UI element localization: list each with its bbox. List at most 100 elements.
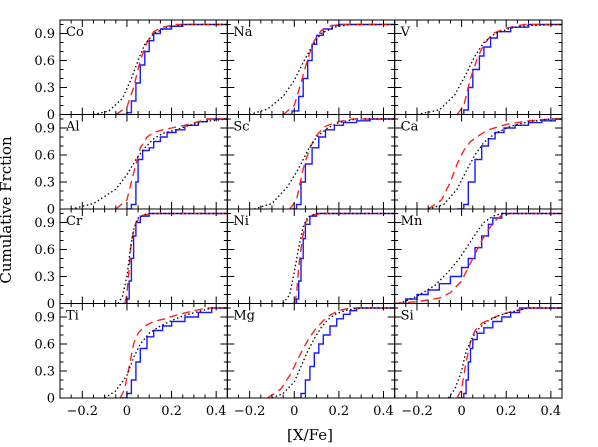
red-cdf-line [394, 212, 562, 304]
black-cdf-line [104, 307, 228, 398]
panel-al: Al 0 0.3 0.6 0.9 [34, 114, 228, 218]
y-tick-label: 0.3 [34, 176, 55, 191]
series-group [71, 118, 228, 209]
black-cdf-line [249, 23, 395, 115]
black-cdf-line [93, 23, 228, 115]
x-tick-label: −0.2 [401, 404, 433, 419]
series-group [267, 307, 395, 398]
series-group [104, 307, 228, 398]
blue-cdf-line [457, 307, 562, 398]
x-tick-label: 0.2 [496, 404, 517, 419]
black-cdf-line [416, 23, 562, 115]
panel-frame [59, 208, 228, 304]
y-tick-label: 0 [47, 392, 55, 407]
panel-cr: Cr 0 0.3 0.6 0.9 [34, 208, 228, 312]
y-tick-label: 0.6 [34, 243, 55, 258]
x-tick-labels: −0.2 0 0.2 0.4 −0.2 0 0.2 0.4 −0.2 0 0.2 0.4 [67, 404, 562, 419]
panel-co: Co 0 0.3 0.6 0.9 [34, 19, 228, 123]
y-tick-label: 0.9 [34, 27, 55, 42]
x-axis-title: [X/Fe] [287, 426, 333, 444]
x-tick-label: 0.4 [541, 404, 562, 419]
blue-cdf-line [289, 118, 395, 209]
black-cdf-line [117, 212, 228, 304]
red-cdf-line [119, 307, 228, 398]
series-group [447, 307, 562, 398]
series-group [93, 23, 228, 115]
panel-ti: Ti 0 0.3 0.6 0.9 [34, 303, 228, 407]
panel-si: Si [394, 303, 563, 399]
x-tick-label: 0.2 [161, 404, 182, 419]
series-group [427, 118, 562, 209]
series-group [253, 118, 395, 209]
blue-cdf-line [120, 307, 228, 398]
panels-group: Co 0 0.3 0.6 0.9 Na V Al 0 0.3 0.6 0.9 Sc Ca Cr 0 0.3 0.6… [34, 19, 563, 407]
blue-cdf-line [115, 23, 228, 115]
panel-label: Ni [233, 214, 249, 229]
panel-frame [394, 303, 563, 399]
panel-sc: Sc [226, 114, 396, 210]
blue-cdf-line [283, 23, 395, 115]
x-tick-label: 0.4 [206, 404, 227, 419]
y-axis-title: Cumulative Frction [0, 136, 15, 284]
series-group [117, 212, 228, 304]
panel-label: Al [65, 120, 80, 135]
panel-label: V [400, 25, 411, 40]
y-tick-label: 0.9 [34, 216, 55, 231]
blue-cdf-line [292, 212, 395, 304]
red-cdf-line [267, 307, 395, 398]
panel-label: Ca [401, 120, 419, 135]
black-cdf-line [253, 118, 395, 209]
blue-cdf-line [126, 118, 228, 209]
panel-mg: Mg [226, 303, 396, 399]
blue-cdf-line [294, 307, 395, 398]
panel-ca: Ca [394, 114, 563, 210]
x-tick-label: 0.4 [373, 404, 394, 419]
blue-cdf-line [457, 23, 562, 115]
panel-frame [59, 114, 228, 210]
red-cdf-line [289, 118, 395, 209]
y-tick-label: 0.6 [34, 149, 55, 164]
red-cdf-line [456, 23, 562, 115]
panel-label: Na [233, 25, 252, 40]
panel-label: Mg [233, 309, 255, 324]
y-tick-label: 0.3 [34, 81, 55, 96]
x-tick-label: 0.2 [329, 404, 350, 419]
black-cdf-line [398, 212, 562, 304]
black-cdf-line [271, 307, 395, 398]
x-tick-label: −0.2 [67, 404, 99, 419]
panel-label: Ti [66, 309, 79, 324]
red-cdf-line [427, 118, 562, 209]
red-cdf-line [115, 23, 228, 115]
y-tick-label: 0.9 [34, 122, 55, 137]
y-tick-label: 0.3 [34, 365, 55, 380]
x-tick-label: 0 [290, 404, 298, 419]
panel-frame [226, 114, 396, 210]
y-tick-label: 0 [47, 203, 55, 218]
panel-label: Sc [233, 120, 249, 135]
series-group [416, 23, 562, 115]
panel-v: V [394, 19, 563, 115]
black-cdf-line [71, 118, 228, 209]
black-cdf-line [447, 307, 562, 398]
panel-frame [394, 114, 563, 210]
panel-label: Mn [401, 214, 423, 229]
panel-frame [59, 19, 228, 115]
red-cdf-line [282, 23, 395, 115]
panel-frame [226, 208, 396, 304]
blue-cdf-line [122, 212, 228, 304]
panel-label: Si [401, 309, 414, 324]
red-cdf-line [115, 118, 228, 209]
panel-mn: Mn [394, 208, 563, 304]
y-tick-label: 0.6 [34, 54, 55, 69]
y-tick-label: 0.3 [34, 270, 55, 285]
series-group [282, 212, 395, 304]
series-group [249, 23, 395, 115]
red-cdf-line [293, 212, 395, 304]
red-cdf-line [456, 307, 562, 398]
black-cdf-line [427, 118, 562, 209]
blue-cdf-line [457, 118, 562, 209]
panel-na: Na [226, 19, 396, 115]
blue-cdf-line [399, 212, 562, 304]
panel-frame [394, 19, 563, 115]
